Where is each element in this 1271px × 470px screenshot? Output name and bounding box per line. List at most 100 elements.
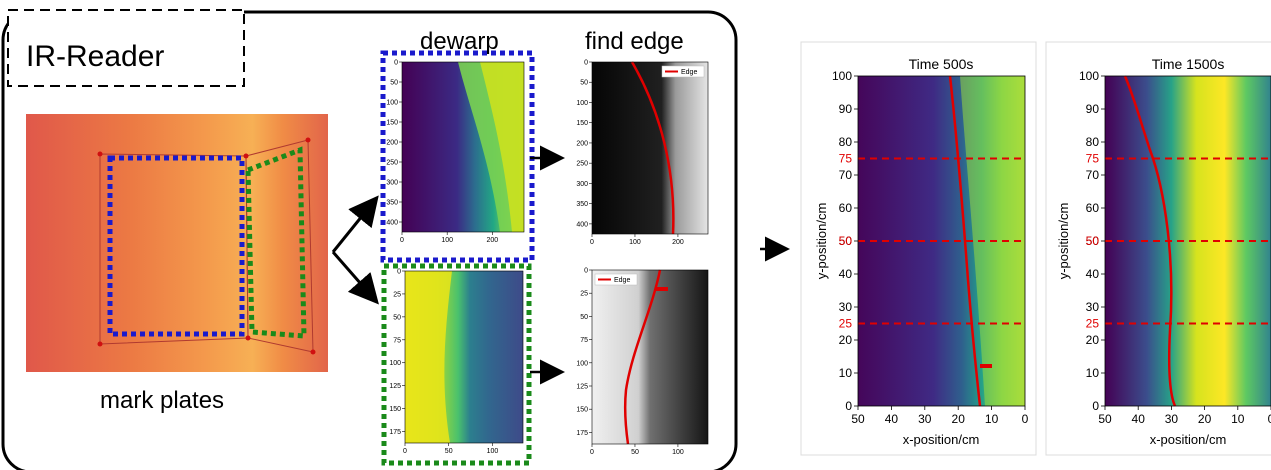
dewarp-top-frame [380, 50, 535, 263]
find-edge-label: find edge [585, 28, 684, 55]
legend-edge-bottom: Edge [614, 277, 630, 284]
x-tick-label: 0 [590, 239, 594, 246]
y-tick-label: 60 [1086, 201, 1100, 215]
x-axis-label-1500: x-position/cm [1150, 432, 1227, 447]
x-tick-label: 20 [1198, 412, 1212, 426]
y-tick-label: 70 [1086, 168, 1100, 182]
y-tick-label: 100 [386, 100, 398, 107]
x-tick-label: 200 [487, 237, 499, 244]
y-tick-label: 350 [576, 201, 588, 208]
y-tick-label: 150 [576, 407, 588, 414]
x-tick-label: 0 [1022, 412, 1029, 426]
x-tick-label: 0 [1268, 412, 1271, 426]
y-tick-label: 40 [839, 267, 853, 281]
arrow-down-icon [331, 251, 379, 305]
y-tick-label: 30 [1086, 300, 1100, 314]
y-tick-label: 300 [386, 180, 398, 187]
y-tick-label: 100 [832, 69, 852, 83]
y-tick-label: 0 [845, 399, 852, 413]
y-tick-label: 75 [580, 337, 588, 344]
y-tick-label: 200 [386, 140, 398, 147]
y-tick-label: 350 [386, 200, 398, 207]
chart-title-500: Time 500s [909, 56, 974, 72]
y-tick-label: 175 [389, 429, 401, 436]
reference-tick-label: 75 [1086, 152, 1100, 166]
y-tick-label: 0 [1092, 399, 1099, 413]
x-tick-label: 10 [985, 412, 999, 426]
blue-plate-mark [107, 155, 245, 337]
y-tick-label: 0 [584, 268, 588, 275]
edge-bottom-plot: Edge 0 25 50 75 100 125 150 175 0 50 100 [576, 268, 709, 456]
y-tick-label: 100 [576, 360, 588, 367]
dewarp-bottom-plot: 0 25 50 75 100 125 150 175 0 50 100 [389, 269, 524, 455]
y-tick-label: 150 [576, 120, 588, 127]
title-text: IR-Reader [26, 40, 164, 73]
x-tick-label: 40 [885, 412, 899, 426]
y-tick-label: 0 [394, 60, 398, 67]
x-tick-label: 30 [918, 412, 932, 426]
mark-plates-caption: mark plates [100, 387, 224, 414]
y-tick-label: 125 [389, 383, 401, 390]
reference-tick-label: 25 [1086, 317, 1100, 331]
y-tick-label: 10 [1086, 366, 1100, 380]
edge-line-1500 [1123, 75, 1177, 407]
x-tick-label: 100 [672, 449, 684, 456]
y-tick-label: 30 [839, 300, 853, 314]
edge-line-bottom [623, 269, 662, 445]
y-tick-label: 150 [389, 406, 401, 413]
x-tick-label: 100 [487, 448, 499, 455]
process-frame [1, 10, 738, 470]
y-tick-label: 200 [576, 140, 588, 147]
x-tick-label: 10 [1231, 412, 1245, 426]
edge-line-500 [948, 75, 982, 407]
x-axis-label-500: x-position/cm [903, 432, 980, 447]
green-plate-mark [245, 146, 307, 339]
y-tick-label: 50 [393, 314, 401, 321]
x-tick-label: 50 [631, 449, 639, 456]
y-tick-label: 25 [580, 291, 588, 298]
y-tick-label: 60 [839, 201, 853, 215]
y-tick-label: 40 [1086, 267, 1100, 281]
y-tick-label: 300 [576, 181, 588, 188]
x-tick-label: 200 [672, 239, 684, 246]
y-tick-label: 125 [576, 384, 588, 391]
x-tick-label: 100 [629, 239, 641, 246]
arrow-up-icon [331, 195, 379, 253]
reference-tick-label: 25 [839, 317, 853, 331]
x-tick-label: 30 [1165, 412, 1179, 426]
y-tick-label: 70 [839, 168, 853, 182]
y-tick-label: 50 [580, 80, 588, 87]
y-axis-label-500: y-position/cm [814, 203, 829, 280]
y-tick-label: 250 [386, 160, 398, 167]
y-tick-label: 175 [576, 430, 588, 437]
y-tick-label: 250 [576, 161, 588, 168]
x-tick-label: 20 [952, 412, 966, 426]
y-tick-label: 80 [1086, 135, 1100, 149]
title-box [7, 9, 245, 87]
result-chart-1500: Time 1500s 01020304050607080901002550755… [1056, 56, 1271, 447]
chart-title-1500: Time 1500s [1152, 56, 1225, 72]
thermal-image [26, 114, 328, 372]
dewarp-top-plot: 0 50 100 150 200 250 300 350 400 0 100 200 [386, 60, 525, 244]
y-axis-label-1500: y-position/cm [1056, 203, 1071, 280]
y-tick-label: 10 [839, 366, 853, 380]
x-tick-label: 0 [590, 449, 594, 456]
y-tick-label: 0 [584, 60, 588, 67]
x-tick-label: 50 [1098, 412, 1112, 426]
reference-tick-label: 50 [1086, 234, 1100, 248]
y-tick-label: 25 [393, 291, 401, 298]
edge-top-plot: Edge 0 50 100 150 200 250 300 350 400 0 100 200 [576, 60, 709, 246]
x-tick-label: 0 [400, 237, 404, 244]
y-tick-label: 100 [1079, 69, 1099, 83]
y-tick-label: 50 [390, 80, 398, 87]
y-tick-label: 50 [580, 314, 588, 321]
y-tick-label: 20 [839, 333, 853, 347]
dewarp-bottom-frame [381, 263, 532, 466]
reference-tick-label: 50 [839, 234, 853, 248]
y-tick-label: 90 [1086, 102, 1100, 116]
y-tick-label: 50 [1086, 234, 1100, 248]
x-tick-label: 40 [1132, 412, 1146, 426]
y-tick-label: 100 [576, 100, 588, 107]
x-tick-label: 50 [445, 448, 453, 455]
